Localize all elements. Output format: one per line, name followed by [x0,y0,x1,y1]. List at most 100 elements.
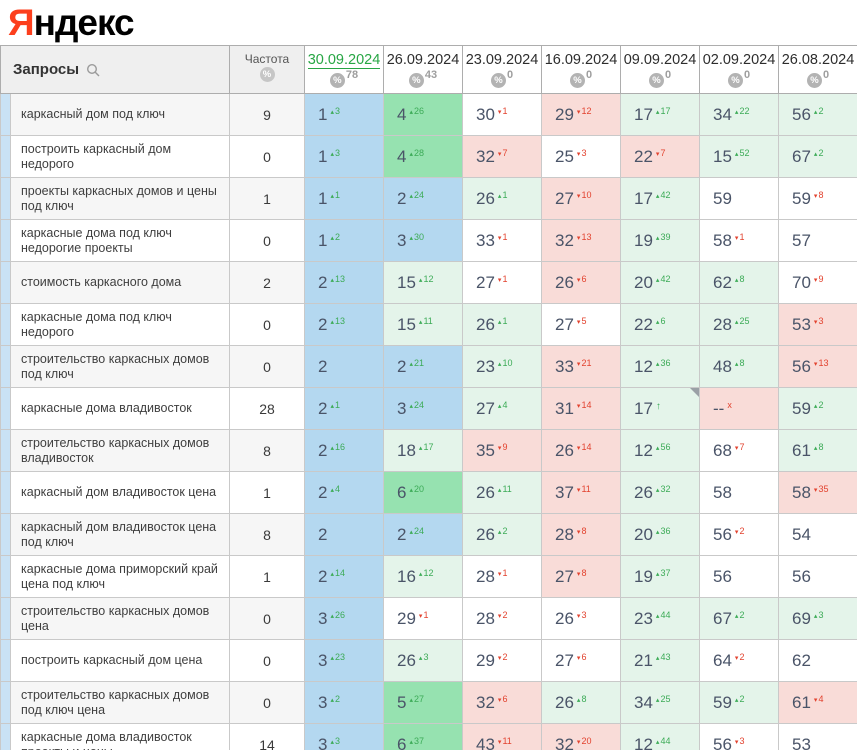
position-cell[interactable]: 3 ▴3 [304,723,384,750]
position-cell[interactable]: 62 ▴8 [699,261,779,304]
position-cell[interactable]: 30 ▾1 [462,93,542,136]
position-cell[interactable]: -- x [699,387,779,430]
date-link[interactable]: 16.09.2024 [544,52,618,68]
position-cell[interactable]: 3 ▴24 [383,387,463,430]
keyword-cell[interactable]: каркасные дома под ключ недорогие проект… [10,219,230,262]
position-cell[interactable]: 58 ▾1 [699,219,779,262]
position-cell[interactable]: 64 ▾2 [699,639,779,682]
row-select-strip[interactable] [0,723,11,750]
position-cell[interactable]: 23 ▴10 [462,345,542,388]
row-select-strip[interactable] [0,681,11,724]
position-cell[interactable]: 2 ▴4 [304,471,384,514]
position-cell[interactable]: 32 ▾6 [462,681,542,724]
position-cell[interactable]: 25 ▾3 [541,135,621,178]
position-cell[interactable]: 26 ▴32 [620,471,700,514]
position-cell[interactable]: 56 ▴2 [778,93,857,136]
position-cell[interactable]: 35 ▾9 [462,429,542,472]
row-select-strip[interactable] [0,135,11,178]
position-cell[interactable]: 12 ▴44 [620,723,700,750]
position-cell[interactable]: 12 ▴36 [620,345,700,388]
position-cell[interactable]: 29 ▾12 [541,93,621,136]
position-cell[interactable]: 6 ▴37 [383,723,463,750]
position-cell[interactable]: 27 ▾1 [462,261,542,304]
position-cell[interactable]: 20 ▴36 [620,513,700,556]
position-cell[interactable]: 28 ▾2 [462,597,542,640]
position-cell[interactable]: 33 ▾21 [541,345,621,388]
position-cell[interactable]: 29 ▾1 [383,597,463,640]
date-link[interactable]: 02.09.2024 [702,52,776,68]
position-cell[interactable]: 68 ▾7 [699,429,779,472]
position-cell[interactable]: 2 ▴13 [304,261,384,304]
position-cell[interactable]: 53 [778,723,857,750]
date-link[interactable]: 26.08.2024 [781,52,855,68]
position-cell[interactable]: 20 ▴42 [620,261,700,304]
position-cell[interactable]: 56 ▾3 [699,723,779,750]
position-cell[interactable]: 26 ▴3 [383,639,463,682]
row-select-strip[interactable] [0,219,11,262]
position-cell[interactable]: 2 ▴21 [383,345,463,388]
position-cell[interactable]: 59 [699,177,779,220]
position-cell[interactable]: 2 ▴14 [304,555,384,598]
position-cell[interactable]: 32 ▾20 [541,723,621,750]
row-select-strip[interactable] [0,303,11,346]
position-cell[interactable]: 26 ▾3 [541,597,621,640]
keyword-cell[interactable]: каркасные дома под ключ недорого [10,303,230,346]
date-link-selected[interactable]: 30.09.2024 [307,52,381,69]
position-cell[interactable]: 2 [304,513,384,556]
position-cell[interactable]: 32 ▾13 [541,219,621,262]
row-select-strip[interactable] [0,345,11,388]
position-cell[interactable]: 48 ▴8 [699,345,779,388]
position-cell[interactable]: 56 [778,555,857,598]
keyword-cell[interactable]: построить каркасный дом недорого [10,135,230,178]
date-link[interactable]: 26.09.2024 [386,52,460,68]
keyword-cell[interactable]: каркасный дом под ключ [10,93,230,136]
position-cell[interactable]: 5 ▴27 [383,681,463,724]
keyword-cell[interactable]: строительство каркасных домов под ключ ц… [10,681,230,724]
row-select-strip[interactable] [0,513,11,556]
position-cell[interactable]: 27 ▴4 [462,387,542,430]
position-cell[interactable]: 2 [304,345,384,388]
row-select-strip[interactable] [0,639,11,682]
position-cell[interactable]: 28 ▾8 [541,513,621,556]
position-cell[interactable]: 2 ▴1 [304,387,384,430]
position-cell[interactable]: 12 ▴56 [620,429,700,472]
position-cell[interactable]: 4 ▴26 [383,93,463,136]
position-cell[interactable]: 3 ▴23 [304,639,384,682]
position-cell[interactable]: 19 ▴37 [620,555,700,598]
position-cell[interactable]: 3 ▴26 [304,597,384,640]
position-cell[interactable]: 2 ▴13 [304,303,384,346]
position-cell[interactable]: 19 ▴39 [620,219,700,262]
position-cell[interactable]: 59 ▴2 [778,387,857,430]
position-cell[interactable]: 37 ▾11 [541,471,621,514]
position-cell[interactable]: 17 ↑ [620,387,700,430]
position-cell[interactable]: 67 ▴2 [778,135,857,178]
row-select-strip[interactable] [0,387,11,430]
position-cell[interactable]: 27 ▾10 [541,177,621,220]
position-cell[interactable]: 59 ▴2 [699,681,779,724]
position-cell[interactable]: 67 ▴2 [699,597,779,640]
keyword-cell[interactable]: каркасный дом владивосток цена [10,471,230,514]
position-cell[interactable]: 58 [699,471,779,514]
position-cell[interactable]: 21 ▴43 [620,639,700,682]
position-cell[interactable]: 26 ▾14 [541,429,621,472]
position-cell[interactable]: 16 ▴12 [383,555,463,598]
position-cell[interactable]: 61 ▴8 [778,429,857,472]
position-cell[interactable]: 28 ▴25 [699,303,779,346]
position-cell[interactable]: 29 ▾2 [462,639,542,682]
keyword-cell[interactable]: каркасные дома владивосток проекты и цен… [10,723,230,750]
position-cell[interactable]: 1 ▴1 [304,177,384,220]
position-cell[interactable]: 17 ▴42 [620,177,700,220]
position-cell[interactable]: 34 ▴22 [699,93,779,136]
position-cell[interactable]: 3 ▴2 [304,681,384,724]
position-cell[interactable]: 27 ▾6 [541,639,621,682]
position-cell[interactable]: 56 ▾13 [778,345,857,388]
position-cell[interactable]: 15 ▴11 [383,303,463,346]
keyword-cell[interactable]: каркасные дома приморский край цена под … [10,555,230,598]
position-cell[interactable]: 6 ▴20 [383,471,463,514]
row-select-strip[interactable] [0,429,11,472]
position-cell[interactable]: 61 ▾4 [778,681,857,724]
position-cell[interactable]: 2 ▴16 [304,429,384,472]
keyword-cell[interactable]: стоимость каркасного дома [10,261,230,304]
position-cell[interactable]: 26 ▴2 [462,513,542,556]
position-cell[interactable]: 26 ▴1 [462,303,542,346]
